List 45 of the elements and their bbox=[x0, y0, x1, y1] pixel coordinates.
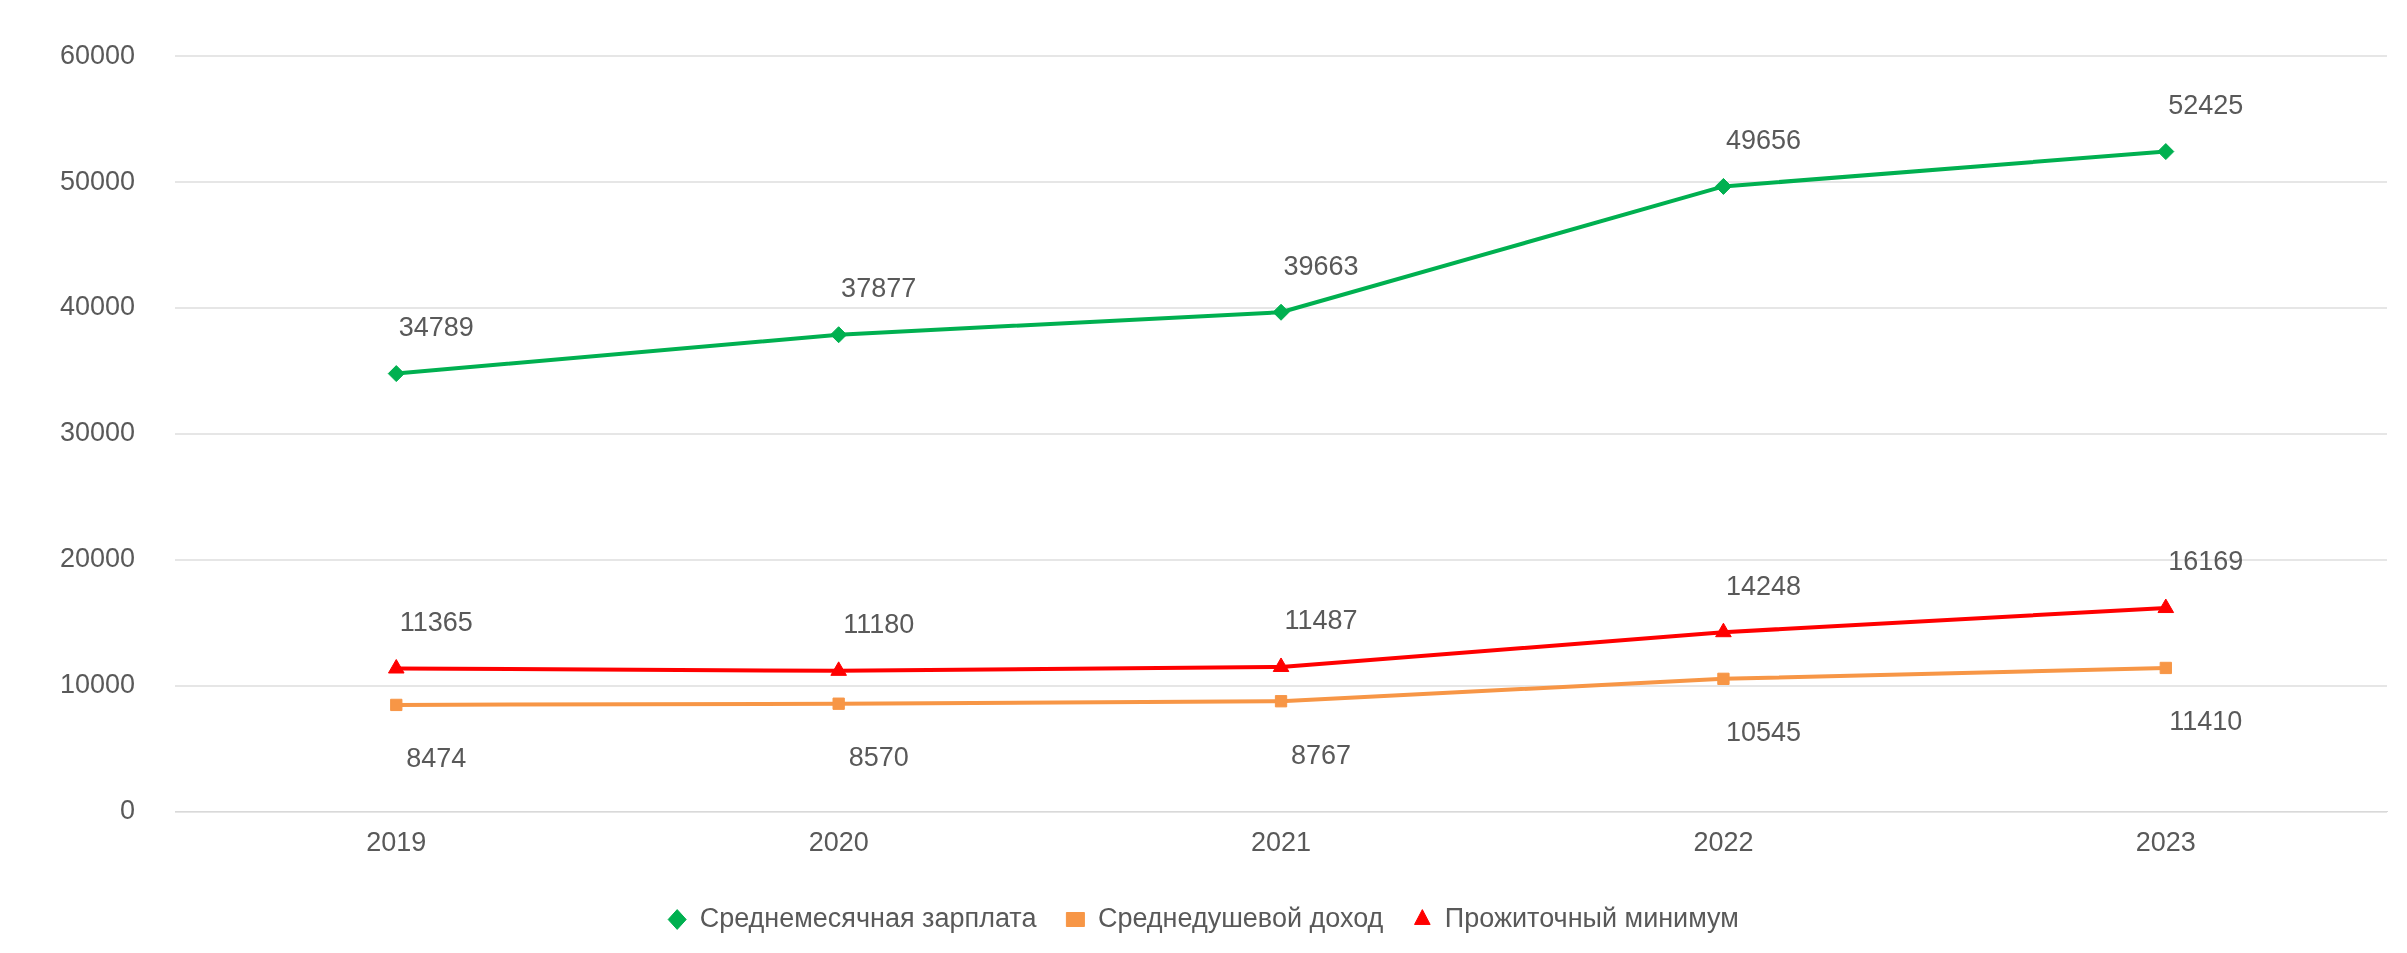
data-label: 52425 bbox=[2168, 90, 2244, 121]
point bbox=[2157, 143, 2175, 161]
data-label: 11365 bbox=[399, 606, 473, 637]
y-tick-label: 60000 bbox=[59, 39, 136, 70]
data-label: 11487 bbox=[1284, 605, 1358, 636]
data-label: 8570 bbox=[848, 742, 909, 773]
data-label: 11410 bbox=[2169, 706, 2243, 737]
x-tick-label: 2021 bbox=[1251, 827, 1312, 858]
data-label: 49656 bbox=[1725, 124, 1801, 155]
point bbox=[387, 365, 405, 383]
data-label: 14248 bbox=[1725, 570, 1801, 601]
y-tick-label: 30000 bbox=[59, 417, 136, 448]
point bbox=[830, 326, 848, 344]
data-label: 8767 bbox=[1291, 739, 1352, 770]
data-label: 8474 bbox=[406, 743, 467, 774]
data-label: 11180 bbox=[843, 609, 915, 640]
point bbox=[832, 697, 845, 710]
legend-label: Среднемесячная зарплата bbox=[699, 902, 1038, 933]
data-label: 34789 bbox=[398, 312, 474, 343]
y-tick-label: 10000 bbox=[59, 669, 136, 700]
point bbox=[390, 698, 403, 712]
y-tick-label: 50000 bbox=[59, 165, 136, 196]
point bbox=[1717, 672, 1730, 685]
point bbox=[1272, 657, 1290, 672]
point bbox=[1714, 177, 1732, 195]
point bbox=[830, 661, 847, 676]
point bbox=[1274, 695, 1288, 708]
y-tick-label: 40000 bbox=[59, 291, 136, 322]
data-label: 16169 bbox=[2168, 546, 2244, 577]
y-tick-label: 20000 bbox=[59, 543, 136, 574]
data-label: 39663 bbox=[1283, 250, 1359, 281]
x-tick-label: 2023 bbox=[2135, 827, 2196, 858]
point bbox=[2159, 661, 2172, 675]
point bbox=[2157, 598, 2175, 614]
point bbox=[1715, 622, 1732, 638]
legend-label: Прожиточный минимум bbox=[1444, 902, 1739, 933]
x-tick-label: 2020 bbox=[808, 827, 869, 858]
y-tick-label: 0 bbox=[120, 795, 136, 826]
point bbox=[387, 659, 405, 674]
x-tick-label: 2022 bbox=[1693, 827, 1754, 858]
data-label: 10545 bbox=[1725, 717, 1801, 748]
x-tick-label: 2019 bbox=[366, 827, 427, 858]
data-label: 37877 bbox=[841, 273, 917, 304]
legend-label: Среднедушевой доход bbox=[1097, 902, 1384, 933]
point bbox=[1272, 303, 1290, 321]
